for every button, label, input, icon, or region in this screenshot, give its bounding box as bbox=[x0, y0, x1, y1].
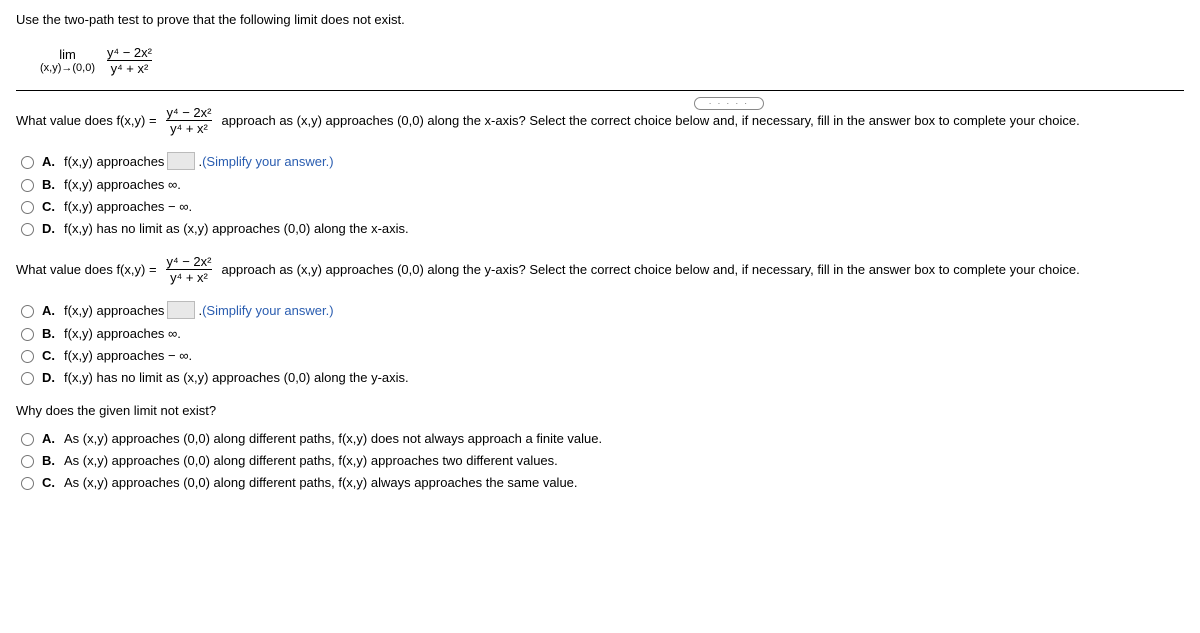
q2-denominator: y⁴ + x² bbox=[166, 269, 212, 285]
q1-radio-d[interactable] bbox=[21, 223, 34, 236]
q2-answer-box[interactable] bbox=[167, 301, 195, 319]
final-choices: A. As (x,y) approaches (0,0) along diffe… bbox=[16, 430, 1184, 490]
q2-label-a: A. bbox=[42, 303, 58, 318]
q2-radio-c[interactable] bbox=[21, 350, 34, 363]
q1-label-b: B. bbox=[42, 177, 58, 192]
final-opt-a: As (x,y) approaches (0,0) along differen… bbox=[64, 431, 602, 446]
q2-opt-a-pre: f(x,y) approaches bbox=[64, 303, 164, 318]
q1-label-c: C. bbox=[42, 199, 58, 214]
q1-opt-c: f(x,y) approaches − ∞. bbox=[64, 199, 192, 214]
final-opt-b: As (x,y) approaches (0,0) along differen… bbox=[64, 453, 558, 468]
q2-label-c: C. bbox=[42, 348, 58, 363]
final-radio-a[interactable] bbox=[21, 433, 34, 446]
q2-label-d: D. bbox=[42, 370, 58, 385]
lim-subscript: (x,y)→(0,0) bbox=[40, 62, 95, 74]
q2-label-b: B. bbox=[42, 326, 58, 341]
q1-opt-b: f(x,y) approaches ∞. bbox=[64, 177, 181, 192]
final-opt-c: As (x,y) approaches (0,0) along differen… bbox=[64, 475, 578, 490]
q1-answer-box[interactable] bbox=[167, 152, 195, 170]
final-label-c: C. bbox=[42, 475, 58, 490]
lim-denominator: y⁴ + x² bbox=[107, 60, 153, 76]
q2-opt-d: f(x,y) has no limit as (x,y) approaches … bbox=[64, 370, 409, 385]
q1-radio-c[interactable] bbox=[21, 201, 34, 214]
q2-radio-b[interactable] bbox=[21, 328, 34, 341]
q2-radio-a[interactable] bbox=[21, 305, 34, 318]
q1-opt-a-hint: (Simplify your answer.) bbox=[202, 154, 333, 169]
ellipsis-pill: · · · · · bbox=[694, 97, 764, 110]
q1-label-a: A. bbox=[42, 154, 58, 169]
lim-label: lim bbox=[40, 47, 95, 62]
q2-numerator: y⁴ − 2x² bbox=[163, 254, 216, 269]
q1-radio-b[interactable] bbox=[21, 179, 34, 192]
instruction-text: Use the two-path test to prove that the … bbox=[16, 12, 1184, 27]
q2-radio-d[interactable] bbox=[21, 372, 34, 385]
limit-expression: lim (x,y)→(0,0) y⁴ − 2x² y⁴ + x² bbox=[40, 45, 158, 76]
question-2: What value does f(x,y) = y⁴ − 2x² y⁴ + x… bbox=[16, 254, 1184, 285]
final-radio-b[interactable] bbox=[21, 455, 34, 468]
q1-prefix: What value does f(x,y) = bbox=[16, 113, 157, 128]
q2-opt-a-hint: (Simplify your answer.) bbox=[202, 303, 333, 318]
q2-prefix: What value does f(x,y) = bbox=[16, 262, 157, 277]
final-question: Why does the given limit not exist? bbox=[16, 403, 1184, 418]
lim-numerator: y⁴ − 2x² bbox=[103, 45, 156, 60]
q1-opt-d: f(x,y) has no limit as (x,y) approaches … bbox=[64, 221, 409, 236]
final-label-a: A. bbox=[42, 431, 58, 446]
q2-opt-c: f(x,y) approaches − ∞. bbox=[64, 348, 192, 363]
q1-numerator: y⁴ − 2x² bbox=[163, 105, 216, 120]
separator bbox=[16, 90, 1184, 91]
q2-choices: A. f(x,y) approaches . (Simplify your an… bbox=[16, 301, 1184, 385]
q1-denominator: y⁴ + x² bbox=[166, 120, 212, 136]
final-label-b: B. bbox=[42, 453, 58, 468]
q1-radio-a[interactable] bbox=[21, 156, 34, 169]
question-1: What value does f(x,y) = y⁴ − 2x² y⁴ + x… bbox=[16, 105, 1184, 136]
q1-choices: A. f(x,y) approaches . (Simplify your an… bbox=[16, 152, 1184, 236]
q1-suffix: approach as (x,y) approaches (0,0) along… bbox=[222, 113, 1080, 128]
final-radio-c[interactable] bbox=[21, 477, 34, 490]
q2-opt-b: f(x,y) approaches ∞. bbox=[64, 326, 181, 341]
q2-suffix: approach as (x,y) approaches (0,0) along… bbox=[222, 262, 1080, 277]
q1-opt-a-pre: f(x,y) approaches bbox=[64, 154, 164, 169]
q1-label-d: D. bbox=[42, 221, 58, 236]
